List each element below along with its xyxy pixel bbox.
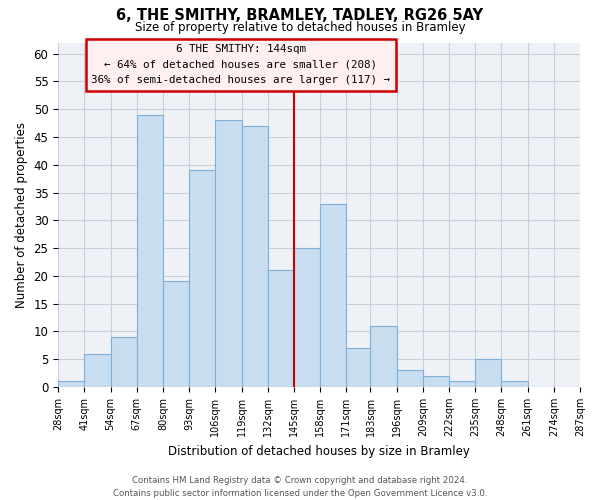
Bar xyxy=(268,270,294,387)
Text: 6 THE SMITHY: 144sqm
← 64% of detached houses are smaller (208)
36% of semi-deta: 6 THE SMITHY: 144sqm ← 64% of detached h… xyxy=(91,44,390,86)
Text: Contains HM Land Registry data © Crown copyright and database right 2024.
Contai: Contains HM Land Registry data © Crown c… xyxy=(113,476,487,498)
Bar xyxy=(58,382,85,387)
Bar xyxy=(110,337,137,387)
Bar xyxy=(346,348,373,387)
Bar xyxy=(502,382,527,387)
Bar xyxy=(423,376,449,387)
Text: 6, THE SMITHY, BRAMLEY, TADLEY, RG26 5AY: 6, THE SMITHY, BRAMLEY, TADLEY, RG26 5AY xyxy=(116,8,484,22)
Bar xyxy=(215,120,242,387)
Bar xyxy=(189,170,215,387)
Bar xyxy=(320,204,346,387)
Bar xyxy=(397,370,423,387)
Y-axis label: Number of detached properties: Number of detached properties xyxy=(15,122,28,308)
Bar xyxy=(370,326,397,387)
Bar xyxy=(294,248,320,387)
Bar xyxy=(242,126,268,387)
Bar xyxy=(137,114,163,387)
X-axis label: Distribution of detached houses by size in Bramley: Distribution of detached houses by size … xyxy=(168,444,470,458)
Text: Size of property relative to detached houses in Bramley: Size of property relative to detached ho… xyxy=(134,21,466,34)
Bar xyxy=(475,359,502,387)
Bar xyxy=(85,354,110,387)
Bar xyxy=(163,282,189,387)
Bar xyxy=(449,382,475,387)
